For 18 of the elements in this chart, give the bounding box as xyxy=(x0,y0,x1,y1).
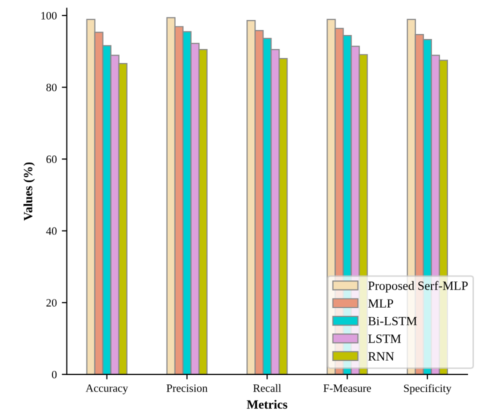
y-tick-label: 60 xyxy=(46,156,57,164)
y-axis-title: Values (%) xyxy=(24,162,35,221)
y-tick-label: 40 xyxy=(46,227,57,235)
legend-label: MLP xyxy=(368,299,394,308)
legend-label: Proposed Serf-MLP xyxy=(368,281,468,292)
x-axis-title: Metrics xyxy=(246,400,288,409)
y-tick-label: 20 xyxy=(46,299,57,307)
legend-label: Bi-LSTM xyxy=(368,316,417,326)
x-tick-label: Recall xyxy=(253,384,282,392)
y-tick-label: 0 xyxy=(52,370,57,378)
x-tick-label: F-Measure xyxy=(324,384,371,392)
y-tick-label: 100 xyxy=(41,12,57,20)
legend-label: LSTM xyxy=(368,334,401,343)
x-tick-label: Specificity xyxy=(404,384,452,394)
x-tick-label: Accuracy xyxy=(86,384,128,394)
y-tick-label: 80 xyxy=(46,84,57,92)
x-tick-label: Precision xyxy=(166,384,208,392)
legend-label: RNN xyxy=(368,352,394,360)
